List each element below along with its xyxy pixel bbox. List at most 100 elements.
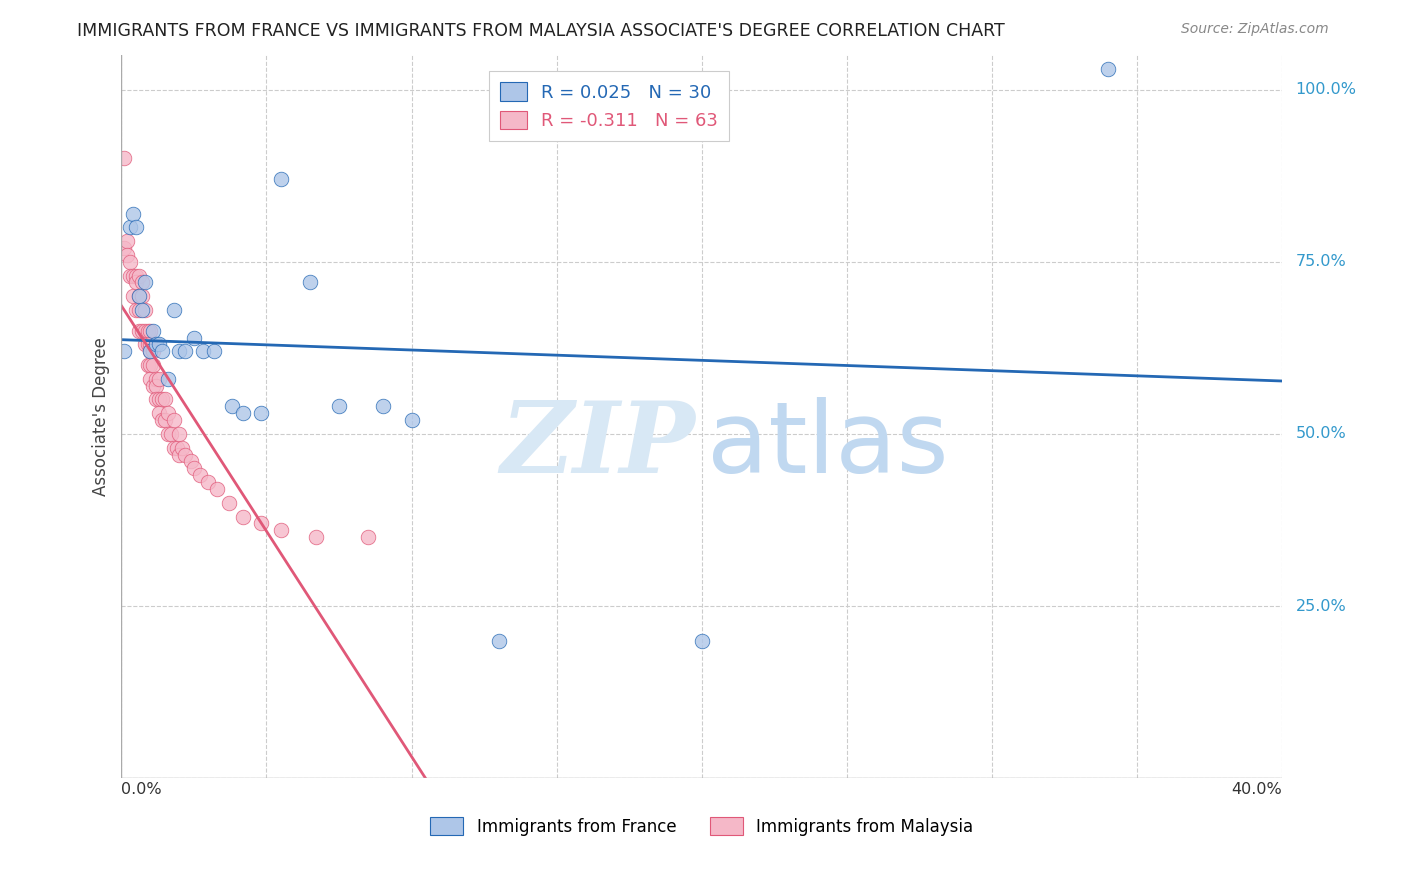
Point [139, 372, 162, 386]
Point [180, 454, 202, 468]
Point [150, 392, 173, 407]
Point [191, 344, 214, 359]
Text: 0.0%: 0.0% [121, 782, 162, 797]
Point [202, 344, 225, 359]
Point [153, 413, 176, 427]
Point [125, 302, 148, 317]
Point [115, 248, 138, 262]
Point [131, 276, 153, 290]
Point [401, 413, 423, 427]
Point [131, 289, 153, 303]
Point [174, 344, 197, 359]
Point [145, 337, 167, 351]
Point [156, 406, 179, 420]
Point [112, 241, 135, 255]
Point [134, 337, 156, 351]
Point [166, 441, 188, 455]
Point [205, 482, 228, 496]
Point [128, 302, 150, 317]
Point [148, 406, 170, 420]
Point [218, 496, 240, 510]
Point [139, 324, 162, 338]
Point [188, 468, 211, 483]
Text: ZIP: ZIP [501, 398, 696, 494]
Point [163, 441, 186, 455]
Point [131, 324, 153, 338]
Point [148, 372, 170, 386]
Text: IMMIGRANTS FROM FRANCE VS IMMIGRANTS FROM MALAYSIA ASSOCIATE'S DEGREE CORRELATIO: IMMIGRANTS FROM FRANCE VS IMMIGRANTS FRO… [77, 22, 1005, 40]
Point [142, 378, 165, 392]
Point [128, 324, 150, 338]
Point [174, 448, 197, 462]
Point [139, 344, 162, 359]
Point [136, 358, 159, 372]
Point [131, 302, 153, 317]
Point [145, 378, 167, 392]
Point [145, 392, 167, 407]
Point [153, 392, 176, 407]
Point [221, 400, 243, 414]
Point [249, 516, 271, 531]
Point [150, 413, 173, 427]
Point [270, 172, 292, 186]
Point [120, 254, 142, 268]
Point [148, 392, 170, 407]
Point [122, 289, 145, 303]
Point [232, 406, 254, 420]
Point [328, 400, 350, 414]
Point [305, 530, 328, 544]
Point [197, 475, 219, 490]
Point [169, 448, 191, 462]
Point [134, 276, 156, 290]
Point [139, 344, 162, 359]
Point [139, 337, 162, 351]
Point [148, 337, 170, 351]
Point [120, 220, 142, 235]
Point [183, 330, 205, 344]
Point [169, 344, 191, 359]
Point [690, 633, 713, 648]
Point [134, 324, 156, 338]
Point [134, 302, 156, 317]
Point [142, 358, 165, 372]
Point [172, 441, 194, 455]
Point [150, 344, 173, 359]
Text: 50.0%: 50.0% [1296, 426, 1347, 442]
Point [136, 337, 159, 351]
Text: 75.0%: 75.0% [1296, 254, 1347, 269]
Point [249, 406, 271, 420]
Point [122, 268, 145, 283]
Point [163, 413, 186, 427]
Text: 100.0%: 100.0% [1296, 82, 1357, 97]
Point [115, 234, 138, 248]
Point [298, 276, 321, 290]
Point [139, 358, 162, 372]
Point [371, 400, 394, 414]
Point [1097, 62, 1119, 76]
Point [357, 530, 380, 544]
Y-axis label: Associate's Degree: Associate's Degree [93, 337, 110, 496]
Point [142, 324, 165, 338]
Point [112, 152, 135, 166]
Point [128, 289, 150, 303]
Point [159, 426, 181, 441]
Point [145, 372, 167, 386]
Point [142, 344, 165, 359]
Point [156, 372, 179, 386]
Point [125, 268, 148, 283]
Point [270, 524, 292, 538]
Point [120, 268, 142, 283]
Point [125, 276, 148, 290]
Point [112, 344, 135, 359]
Legend: R = 0.025   N = 30, R = -0.311   N = 63: R = 0.025 N = 30, R = -0.311 N = 63 [489, 71, 728, 141]
Text: Source: ZipAtlas.com: Source: ZipAtlas.com [1181, 22, 1329, 37]
Point [163, 302, 186, 317]
Point [136, 324, 159, 338]
Point [125, 220, 148, 235]
Text: 25.0%: 25.0% [1296, 599, 1347, 614]
Point [128, 289, 150, 303]
Text: atlas: atlas [707, 397, 949, 494]
Text: 40.0%: 40.0% [1232, 782, 1282, 797]
Point [122, 206, 145, 220]
Point [183, 461, 205, 475]
